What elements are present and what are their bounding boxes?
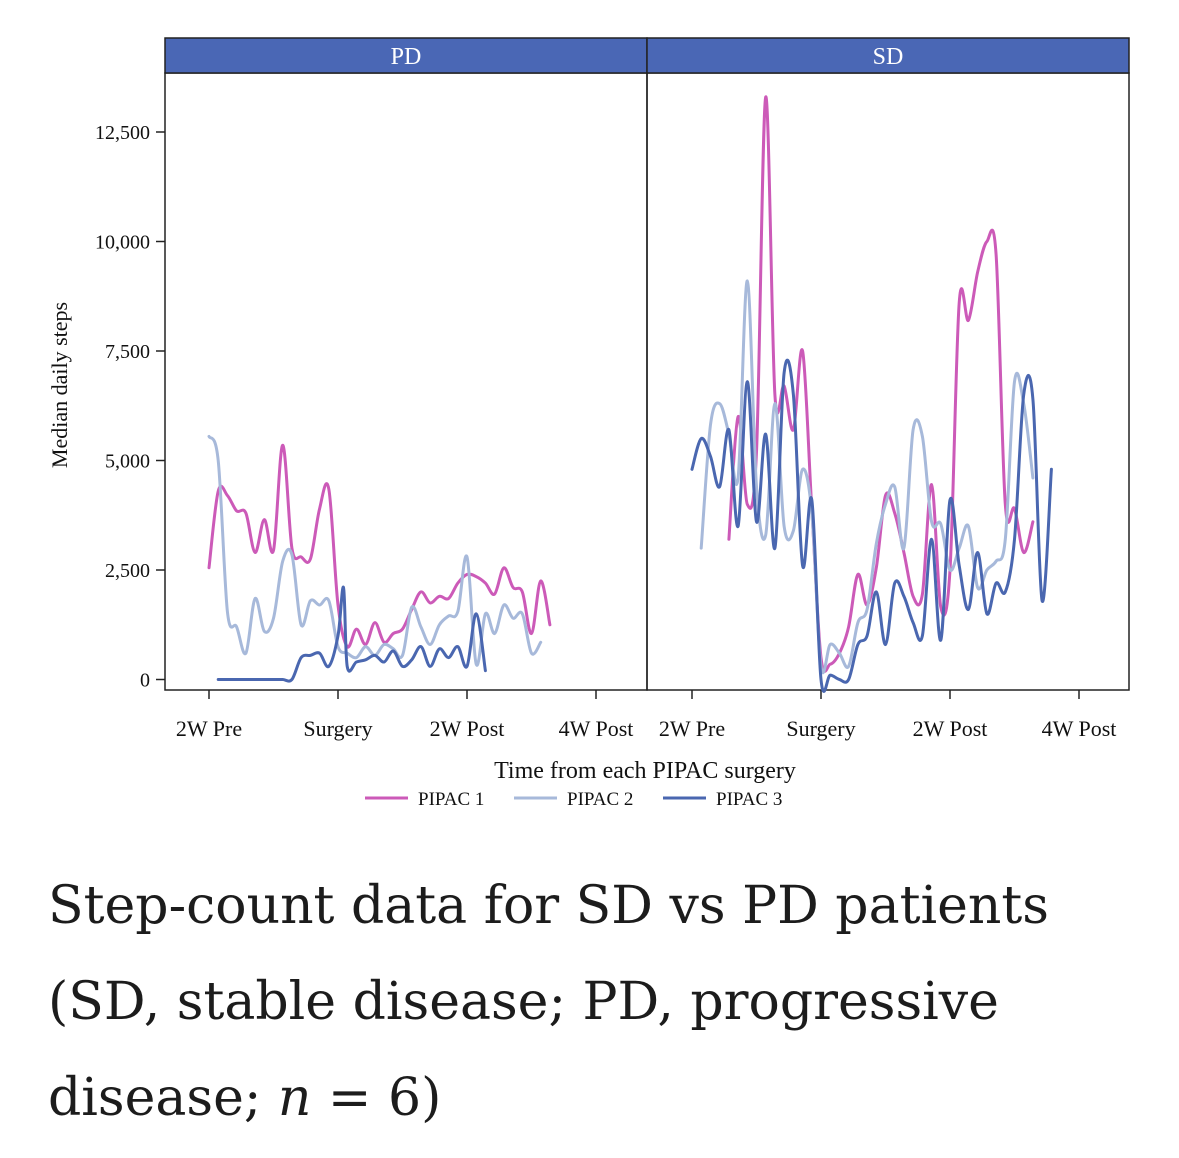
x-tick-label: 4W Post xyxy=(559,716,634,741)
figure-caption: Step-count data for SD vs PD patients (S… xyxy=(48,858,1148,1146)
series-line-sd-pipac-1 xyxy=(727,95,1035,673)
panel-title-sd: SD xyxy=(873,44,904,70)
x-tick-label: 2W Pre xyxy=(176,716,242,741)
legend-label-pipac-2: PIPAC 2 xyxy=(567,789,633,810)
x-tick-label: 2W Post xyxy=(913,716,988,741)
x-tick-label: Surgery xyxy=(303,716,372,741)
y-tick-label: 5,000 xyxy=(105,451,150,473)
caption-text-end: = 6) xyxy=(311,1068,442,1128)
caption-line-1: Step-count data for SD vs PD patients xyxy=(48,876,1049,936)
legend-label-pipac-1: PIPAC 1 xyxy=(418,789,484,810)
panel-header-pd xyxy=(164,37,648,74)
legend: PIPAC 1 PIPAC 2 PIPAC 3 xyxy=(365,789,782,810)
x-tick-label: 2W Pre xyxy=(659,716,725,741)
caption-n-symbol: n xyxy=(277,1068,312,1128)
panel-frame-sd xyxy=(646,72,1130,691)
series-line-pd-pipac-3 xyxy=(216,585,487,683)
x-tick-label: Surgery xyxy=(786,716,855,741)
series-line-pd-pipac-2 xyxy=(207,434,543,667)
y-tick-label: 2,500 xyxy=(105,560,150,582)
x-axis-label: Time from each PIPAC surgery xyxy=(494,758,796,784)
caption-line-3: disease; n = 6) xyxy=(48,1050,1148,1146)
panel-title-pd: PD xyxy=(391,44,422,70)
y-tick-label: 10,000 xyxy=(95,232,150,254)
y-axis-label: Median daily steps xyxy=(47,302,72,468)
x-tick-label: 2W Post xyxy=(430,716,505,741)
y-tick-label: 7,500 xyxy=(105,341,150,363)
y-tick-label: 0 xyxy=(140,670,150,692)
series-line-sd-pipac-3 xyxy=(690,358,1053,693)
series-line-pd-pipac-1 xyxy=(207,443,552,649)
series-layer xyxy=(207,95,1053,693)
caption-text: disease; xyxy=(48,1068,278,1128)
figure: Median daily steps PD 2W Pre Surgery 2W Pos… xyxy=(47,37,1130,810)
panel-header-sd xyxy=(646,37,1130,74)
x-tick-label: 4W Post xyxy=(1042,716,1117,741)
panel-frame-pd xyxy=(164,72,648,691)
y-tick-label: 12,500 xyxy=(95,122,150,144)
axes-layer: PD 2W Pre Surgery 2W Post 4W Post SD 2W Pre Sur… xyxy=(95,37,1130,741)
series-line-sd-pipac-2 xyxy=(699,279,1035,675)
caption-line-2: (SD, stable disease; PD, progressive xyxy=(48,972,999,1032)
legend-label-pipac-3: PIPAC 3 xyxy=(716,789,782,810)
